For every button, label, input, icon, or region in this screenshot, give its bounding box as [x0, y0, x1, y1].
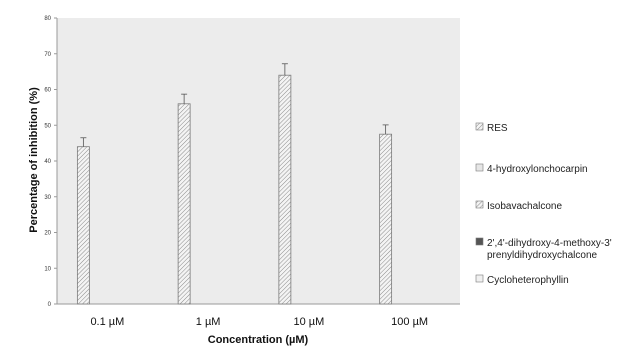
y-tick-label: 30	[44, 195, 51, 201]
bar	[177, 103, 191, 305]
y-tick-label: 70	[44, 52, 51, 58]
legend-label-line: 2',4'-dihydroxy-4-methoxy-3'	[487, 238, 612, 249]
legend-label-line: prenyldihydroxychalcone	[487, 250, 598, 261]
legend-label: Isobavachalcone	[487, 201, 562, 212]
bar	[379, 133, 393, 305]
legend-swatch	[475, 274, 484, 283]
legend-swatch	[475, 237, 484, 246]
x-axis-title: Concentration (µM)	[208, 334, 309, 346]
legend-label: Cycloheterophyllin	[487, 275, 569, 286]
legend-label: RES	[487, 123, 508, 134]
y-tick-label: 80	[44, 16, 51, 22]
legend-label: 2',4'-dihydroxy-4-methoxy-3' prenyldihydr…	[487, 238, 612, 261]
legend-label: 4-hydroxylonchocarpin	[487, 164, 588, 175]
x-tick-label: 10 µM	[293, 316, 324, 328]
legend-swatch	[475, 200, 484, 209]
y-axis-title: Percentage of inhibition (%)	[28, 87, 40, 233]
plot-area	[57, 18, 460, 304]
x-tick-label: 100 µM	[391, 316, 428, 328]
x-tick-label: 1 µM	[196, 316, 221, 328]
legend-swatch	[475, 163, 484, 172]
x-tick-label: 0.1 µM	[90, 316, 124, 328]
y-tick-label: 40	[44, 159, 51, 165]
y-tick-label: 60	[44, 88, 51, 94]
y-tick-label: 20	[44, 231, 51, 237]
bar	[76, 146, 90, 305]
bar	[278, 74, 292, 305]
y-tick-label: 50	[44, 123, 51, 129]
legend-swatch	[475, 122, 484, 131]
y-tick-label: 10	[44, 266, 51, 272]
y-tick-label: 0	[48, 302, 52, 308]
